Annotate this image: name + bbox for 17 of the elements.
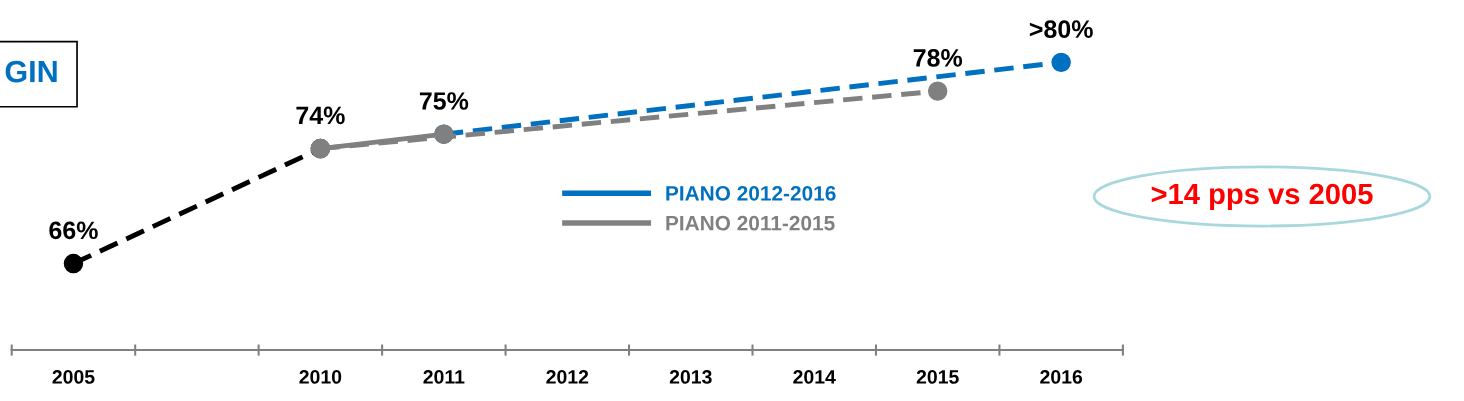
x-tick-label: 2012 — [546, 370, 589, 384]
x-tick-label: 2011 — [423, 370, 465, 384]
data-label: 75% — [419, 92, 469, 110]
x-tick-label: 2005 — [52, 370, 95, 384]
x-tick-label: 2016 — [1040, 370, 1083, 384]
x-tick-label: 2015 — [916, 370, 959, 384]
x-tick-label: 2010 — [299, 370, 342, 384]
data-label: >80% — [1029, 20, 1093, 38]
text: >14 pps vs 2005 — [1151, 183, 1373, 211]
x-tick-label: 2013 — [669, 370, 712, 384]
legend-label: PIANO 2011-2015 — [666, 215, 835, 231]
data-label: 74% — [296, 106, 345, 125]
annotation: GIN — [5, 60, 57, 83]
x-tick-label: 2014 — [793, 370, 836, 384]
data-label: 66% — [49, 221, 98, 240]
legend-label: PIANO 2012-2016 — [666, 185, 836, 201]
data-label: 78% — [913, 49, 963, 67]
